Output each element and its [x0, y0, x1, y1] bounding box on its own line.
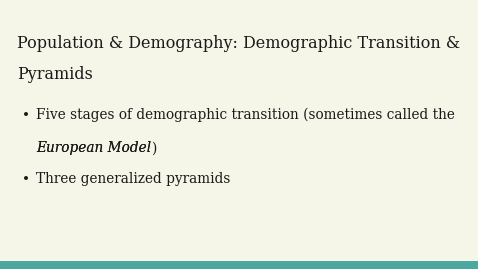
FancyBboxPatch shape: [0, 261, 478, 269]
Text: Pyramids: Pyramids: [17, 66, 93, 83]
Text: •: •: [22, 172, 30, 186]
Text: Three generalized pyramids: Three generalized pyramids: [36, 172, 230, 186]
Text: Five stages of demographic transition (sometimes called the: Five stages of demographic transition (s…: [36, 108, 455, 122]
Text: •: •: [22, 108, 30, 122]
Text: European Model: European Model: [36, 141, 151, 155]
Text: Population & Demography: Demographic Transition &: Population & Demography: Demographic Tra…: [17, 35, 460, 52]
Text: ): ): [151, 141, 156, 155]
Text: European Model: European Model: [36, 141, 151, 155]
